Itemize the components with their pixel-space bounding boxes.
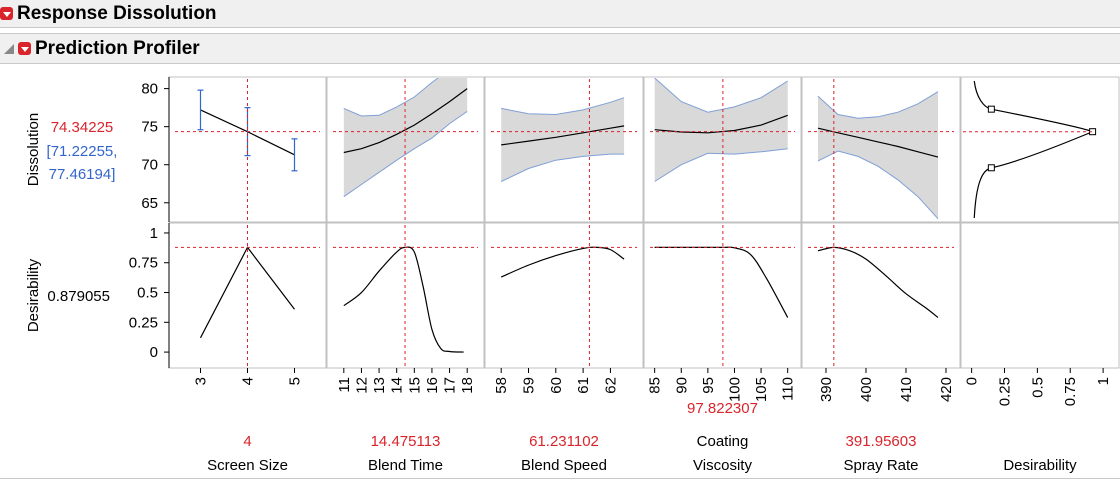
x-tick-label: 17 (442, 377, 459, 394)
y-tick-label: 0.5 (137, 285, 158, 302)
y-tick-label: 0 (150, 344, 158, 361)
factor-name: Screen Size (207, 457, 288, 474)
y-tick-label: 70 (141, 157, 158, 174)
factor-name: Spray Rate (843, 457, 918, 474)
x-tick-label: 16 (424, 377, 441, 394)
factor-current-value: 97.822307 (687, 400, 758, 417)
x-tick-label: 59 (521, 377, 538, 394)
y-tick-label: 0.25 (129, 314, 158, 331)
x-tick-label: 95 (700, 377, 717, 394)
confidence-upper-line (501, 97, 625, 116)
x-tick-label: 3 (193, 377, 210, 385)
x-tick-label: 60 (548, 377, 565, 394)
profiler-header: Prediction Profiler (0, 33, 1120, 64)
x-tick-label: 1 (1095, 377, 1112, 385)
factor-current-value: 14.475113 (371, 433, 441, 450)
x-tick-label: 15 (406, 377, 423, 394)
desirability-trace (500, 246, 625, 278)
profiler-title: Prediction Profiler (35, 37, 200, 59)
factor-name: Coating (697, 433, 749, 450)
x-tick-label: 90 (673, 377, 690, 394)
y-tick-label: 80 (141, 81, 158, 98)
profiler-menu-icon[interactable] (18, 42, 31, 55)
response-header: Response Dissolution (0, 0, 1120, 28)
response-name-label: Desirability (25, 258, 42, 332)
confidence-band (501, 97, 625, 182)
confidence-upper-line (817, 91, 939, 119)
desirability-trace (817, 246, 939, 319)
x-tick-label: 62 (602, 377, 619, 394)
x-tick-label: 390 (818, 377, 835, 402)
x-tick-label: 420 (938, 377, 955, 402)
factor-current-value: 4 (243, 433, 251, 450)
y-tick-label: 65 (141, 195, 158, 212)
x-tick-label: 100 (726, 377, 743, 402)
dissolution-ci-upper: 77.46194] (49, 166, 116, 183)
x-tick-label: 410 (898, 377, 915, 402)
y-tick-label: 1 (150, 225, 158, 242)
factor-current-value: 391.95603 (846, 433, 917, 450)
factor-name: Blend Time (368, 457, 443, 474)
x-tick-label: 105 (753, 377, 770, 402)
desirability-trace (343, 246, 464, 353)
confidence-upper-line (654, 78, 788, 113)
factor-name: Blend Speed (521, 457, 607, 474)
y-tick-label: 0.75 (129, 255, 158, 272)
x-tick-label: 0.5 (1029, 377, 1046, 398)
y-tick-label: 75 (141, 119, 158, 136)
x-tick-label: 85 (647, 377, 664, 394)
x-tick-label: 0 (964, 377, 981, 385)
desirability-handle (987, 164, 995, 172)
response-menu-icon[interactable] (0, 7, 13, 20)
confidence-lower-line (343, 110, 468, 198)
profiler-cell (484, 222, 644, 369)
confidence-upper-line (343, 78, 439, 117)
confidence-band (818, 91, 938, 219)
confidence-lower-line (500, 153, 625, 182)
factor-current-value: 61.231102 (529, 433, 599, 450)
prediction-profiler-chart[interactable]: 65 70 75 80 Dissolution 0 0.25 0.5 0.75 1 Desirabi… (0, 65, 1120, 477)
confidence-band (654, 78, 788, 182)
bottom-divider (0, 478, 1120, 479)
collapse-triangle-icon[interactable] (4, 43, 14, 54)
x-tick-label: 5 (287, 377, 304, 385)
factor-name: Viscosity (693, 457, 752, 474)
x-tick-label: 13 (371, 377, 388, 394)
x-tick-label: 18 (459, 377, 476, 394)
profiler-cell (960, 222, 1120, 369)
desirability-current-value: 0.879055 (47, 288, 110, 305)
factor-name: Desirability (1003, 457, 1077, 474)
response-title: Response Dissolution (17, 2, 217, 24)
confidence-lower-line (654, 148, 788, 182)
confidence-lower-line (817, 150, 939, 220)
prediction-trace (817, 127, 939, 158)
x-tick-label: 4 (240, 377, 257, 385)
desirability-handle (987, 105, 995, 113)
confidence-band (343, 78, 468, 197)
dissolution-current-value: 74.34225 (51, 119, 114, 136)
x-tick-label: 400 (858, 377, 875, 402)
profiler-cell (801, 222, 961, 369)
x-tick-label: 58 (493, 377, 510, 394)
x-tick-label: 0.75 (1062, 377, 1079, 406)
x-tick-label: 11 (336, 377, 353, 393)
x-tick-label: 61 (575, 377, 592, 394)
dissolution-ci-lower: [71.22255, (47, 143, 118, 160)
x-tick-label: 110 (780, 377, 797, 401)
x-tick-label: 0.25 (997, 377, 1014, 406)
x-tick-label: 12 (353, 377, 370, 394)
x-tick-label: 14 (389, 377, 406, 394)
prediction-trace (501, 125, 625, 146)
profiler-cell (960, 76, 1120, 223)
response-name-label: Dissolution (25, 113, 42, 186)
